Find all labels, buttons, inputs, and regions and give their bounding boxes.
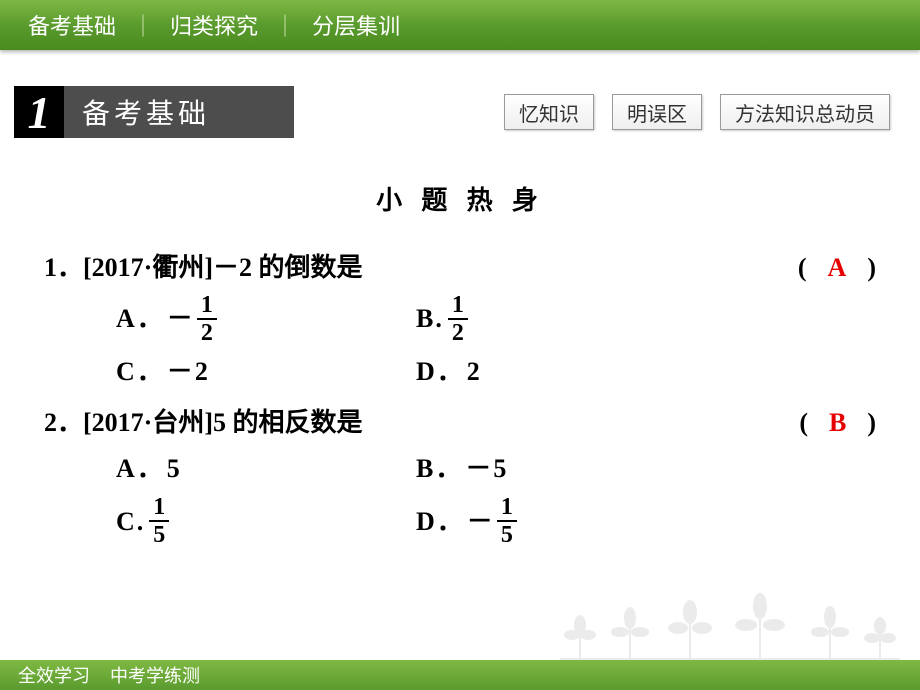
fraction-icon: 12 — [448, 293, 468, 345]
content-area: 1．[2017·衢州]－2 的倒数是 ( A ) A．－12 B.12 C．－2… — [0, 217, 920, 547]
nav-item-2[interactable]: 归类探究 — [164, 9, 264, 41]
bottom-right-text: 中考学练测 — [110, 662, 200, 688]
q2-a-label: A — [116, 448, 135, 490]
minus-icon: － — [465, 448, 491, 490]
q2-source: [2017·台州] — [83, 408, 213, 437]
plants-decoration-icon — [560, 570, 900, 660]
q2-option-c[interactable]: C.15 — [116, 495, 416, 547]
q2-a-val: 5 — [167, 448, 180, 490]
q2-num: 2． — [44, 408, 83, 437]
q2-c-label: C — [116, 501, 135, 543]
minus-icon: － — [467, 501, 493, 543]
q2-option-a[interactable]: A．5 — [116, 448, 416, 490]
q1-a-sep: ． — [137, 298, 163, 340]
question-1-text: 1．[2017·衢州]－2 的倒数是 — [44, 247, 363, 289]
question-2-answer: B — [821, 402, 854, 444]
q2-b-val: 5 — [493, 448, 506, 490]
frac-num: 1 — [448, 293, 468, 320]
q1-c-sep: ． — [137, 351, 163, 393]
question-1-options: A．－12 B.12 C．－2 D．2 — [44, 293, 876, 393]
nav-item-1[interactable]: 备考基础 — [22, 9, 122, 41]
q2-b-label: B — [416, 448, 433, 490]
nav-item-3[interactable]: 分层集训 — [306, 9, 406, 41]
q2-option-d[interactable]: D．－15 — [416, 495, 876, 547]
q1-d-val: 2 — [467, 351, 480, 393]
q1-b-label: B — [416, 298, 433, 340]
paren-close: ) — [867, 408, 876, 437]
frac-num: 1 — [497, 495, 517, 522]
q1-source: [2017·衢州] — [83, 253, 213, 282]
section-title: 备考基础 — [64, 86, 294, 138]
question-1-answer-paren: ( A ) — [798, 247, 876, 289]
question-2-row: 2．[2017·台州]5 的相反数是 ( B ) — [44, 402, 876, 444]
q2-c-sep: . — [137, 501, 144, 543]
q1-option-c[interactable]: C．－2 — [116, 351, 416, 393]
button-methods-mobilize[interactable]: 方法知识总动员 — [720, 94, 890, 130]
question-1-answer: A — [820, 247, 855, 289]
minus-icon: － — [167, 298, 193, 340]
q1-option-a[interactable]: A．－12 — [116, 293, 416, 345]
fraction-icon: 15 — [149, 495, 169, 547]
frac-num: 1 — [149, 495, 169, 522]
question-2-options: A．5 B．－5 C.15 D．－15 — [44, 448, 876, 548]
nav-sep-1: ｜ — [122, 9, 164, 41]
paren-open: ( — [799, 408, 808, 437]
bottom-left-text: 全效学习 — [18, 662, 90, 688]
paren-open: ( — [798, 253, 807, 282]
q1-stem: －2 的倒数是 — [213, 253, 363, 282]
frac-den: 2 — [448, 320, 468, 345]
q1-option-b[interactable]: B.12 — [416, 293, 876, 345]
q2-stem: 5 的相反数是 — [213, 408, 363, 437]
button-recall-knowledge[interactable]: 忆知识 — [504, 94, 594, 130]
q1-option-d[interactable]: D．2 — [416, 351, 876, 393]
q2-d-sep: ． — [437, 501, 463, 543]
top-nav-bar: 备考基础 ｜ 归类探究 ｜ 分层集训 — [0, 0, 920, 50]
q1-b-sep: . — [435, 298, 442, 340]
frac-den: 5 — [497, 522, 517, 547]
subtitle-warmup: 小 题 热 身 — [0, 180, 920, 217]
nav-sep-2: ｜ — [264, 9, 306, 41]
section-button-group: 忆知识 明误区 方法知识总动员 — [504, 86, 890, 138]
q1-c-label: C — [116, 351, 135, 393]
minus-icon: － — [167, 351, 193, 393]
frac-num: 1 — [197, 293, 217, 320]
q1-num: 1． — [44, 253, 83, 282]
q1-c-val: 2 — [195, 351, 208, 393]
question-2-answer-paren: ( B ) — [799, 402, 876, 444]
frac-den: 5 — [149, 522, 169, 547]
q1-d-label: D — [416, 351, 435, 393]
fraction-icon: 15 — [497, 495, 517, 547]
paren-close: ) — [867, 253, 876, 282]
bottom-bar: 全效学习 中考学练测 — [0, 660, 920, 690]
button-clarify-mistakes[interactable]: 明误区 — [612, 94, 702, 130]
q2-option-b[interactable]: B．－5 — [416, 448, 876, 490]
spacer — [294, 86, 504, 138]
section-number: 1 — [14, 86, 64, 138]
question-2-text: 2．[2017·台州]5 的相反数是 — [44, 402, 363, 444]
fraction-icon: 12 — [197, 293, 217, 345]
q2-a-sep: ． — [137, 448, 163, 490]
question-1-row: 1．[2017·衢州]－2 的倒数是 ( A ) — [44, 247, 876, 289]
frac-den: 2 — [197, 320, 217, 345]
q1-d-sep: ． — [437, 351, 463, 393]
q1-a-label: A — [116, 298, 135, 340]
q2-b-sep: ． — [435, 448, 461, 490]
q2-d-label: D — [416, 501, 435, 543]
section-header: 1 备考基础 忆知识 明误区 方法知识总动员 — [0, 86, 920, 138]
